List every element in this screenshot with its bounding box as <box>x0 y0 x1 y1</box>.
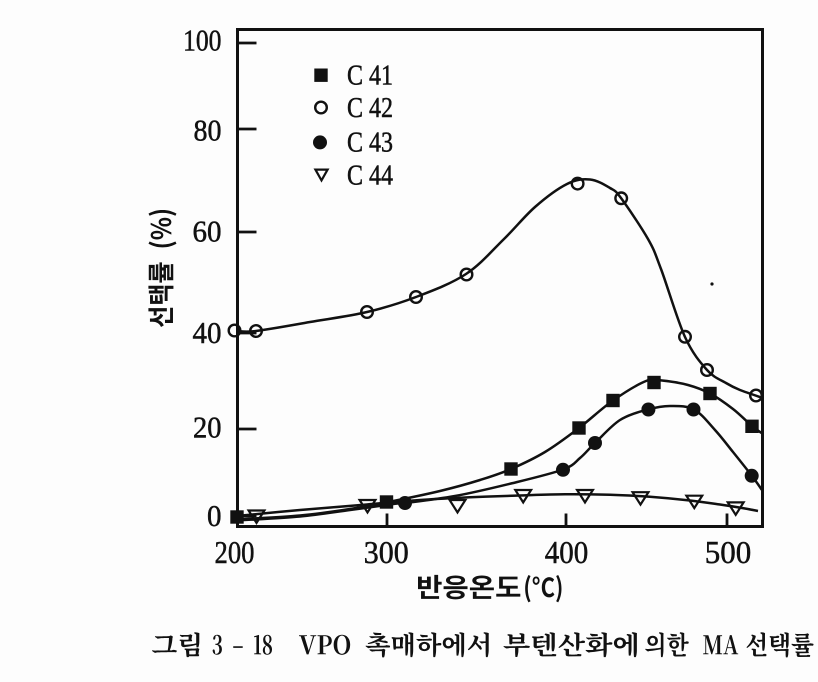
svg-text:C 42: C 42 <box>347 93 393 124</box>
svg-text:200: 200 <box>215 535 255 570</box>
svg-text:20: 20 <box>193 411 222 445</box>
svg-text:60: 60 <box>193 215 222 249</box>
svg-text:C 41: C 41 <box>347 61 393 92</box>
svg-text:100: 100 <box>183 24 222 58</box>
svg-text:80: 80 <box>194 114 222 148</box>
svg-text:500: 500 <box>705 535 752 570</box>
svg-text:300: 300 <box>364 535 409 570</box>
svg-text:C 43: C 43 <box>347 128 393 159</box>
svg-text:40: 40 <box>193 316 222 350</box>
svg-text:0: 0 <box>207 499 222 533</box>
svg-text:400: 400 <box>545 535 589 570</box>
svg-text:C 44: C 44 <box>347 161 393 192</box>
